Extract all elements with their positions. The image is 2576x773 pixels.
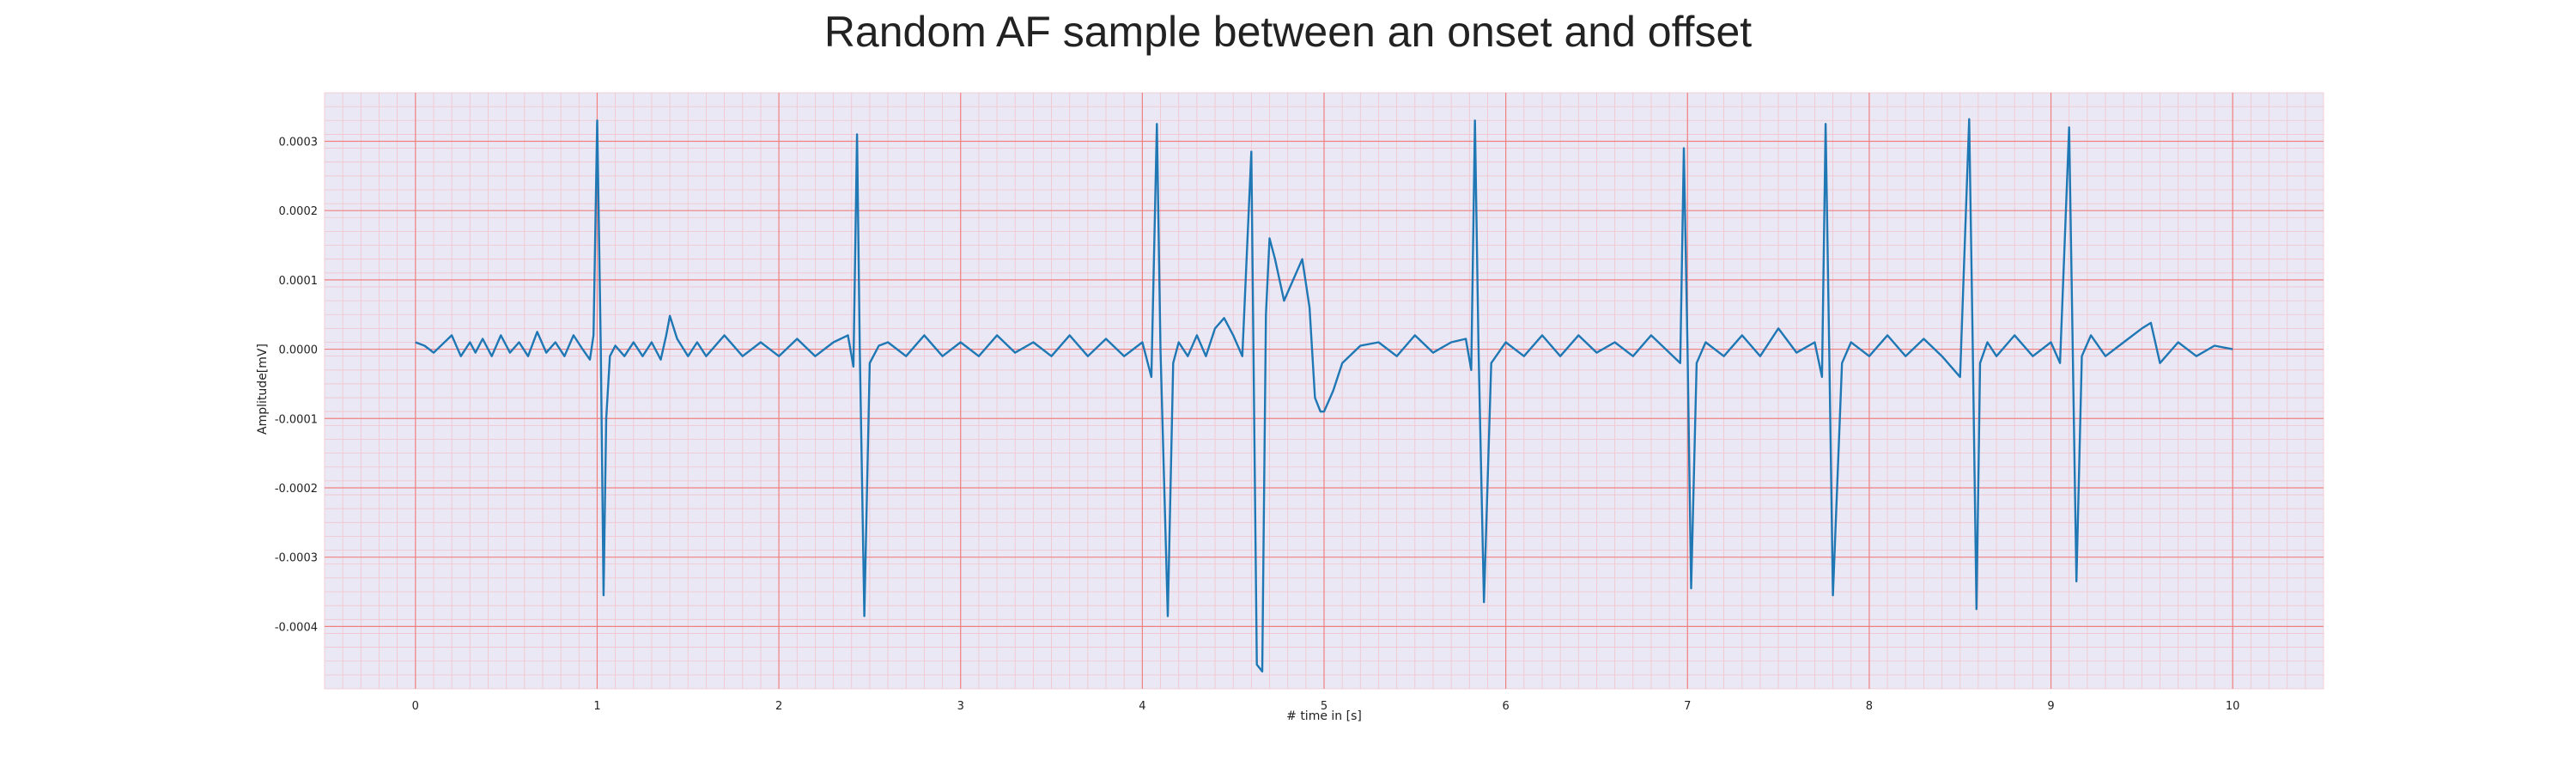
y-axis-ticks: 0.0003 0.0002 0.0001 0.0000 -0.0001 -0.0002 -0… — [275, 136, 318, 634]
x-axis-label: # time in [s] — [1286, 709, 1362, 723]
x-tick-label: 6 — [1502, 700, 1509, 713]
x-tick-label: 1 — [593, 700, 600, 713]
x-tick-label: 7 — [1684, 700, 1691, 713]
x-tick-label: 10 — [2226, 700, 2240, 713]
x-tick-label: 0 — [412, 700, 419, 713]
y-tick-label: 0.0002 — [279, 205, 319, 218]
y-tick-label: -0.0002 — [275, 483, 318, 496]
y-tick-label: -0.0001 — [275, 413, 318, 426]
x-tick-label: 8 — [1866, 700, 1873, 713]
y-tick-label: 0.0000 — [279, 344, 319, 357]
y-axis-label: Amplitude[mV] — [256, 344, 270, 435]
y-tick-label: -0.0004 — [275, 621, 318, 634]
x-tick-label: 2 — [775, 700, 782, 713]
x-tick-label: 5 — [1321, 700, 1327, 713]
y-tick-label: -0.0003 — [275, 552, 318, 565]
chart-title: Random AF sample between an onset and of… — [823, 8, 1753, 56]
x-tick-label: 9 — [2047, 700, 2054, 713]
plot-area — [324, 92, 2324, 690]
y-tick-label: 0.0001 — [279, 275, 319, 288]
x-tick-label: 3 — [957, 700, 964, 713]
x-axis-ticks: 0 1 2 3 4 5 6 7 8 9 10 — [412, 700, 2240, 713]
y-tick-label: 0.0003 — [279, 136, 319, 149]
ecg-signal-line — [415, 118, 2233, 673]
x-tick-label: 4 — [1139, 700, 1145, 713]
